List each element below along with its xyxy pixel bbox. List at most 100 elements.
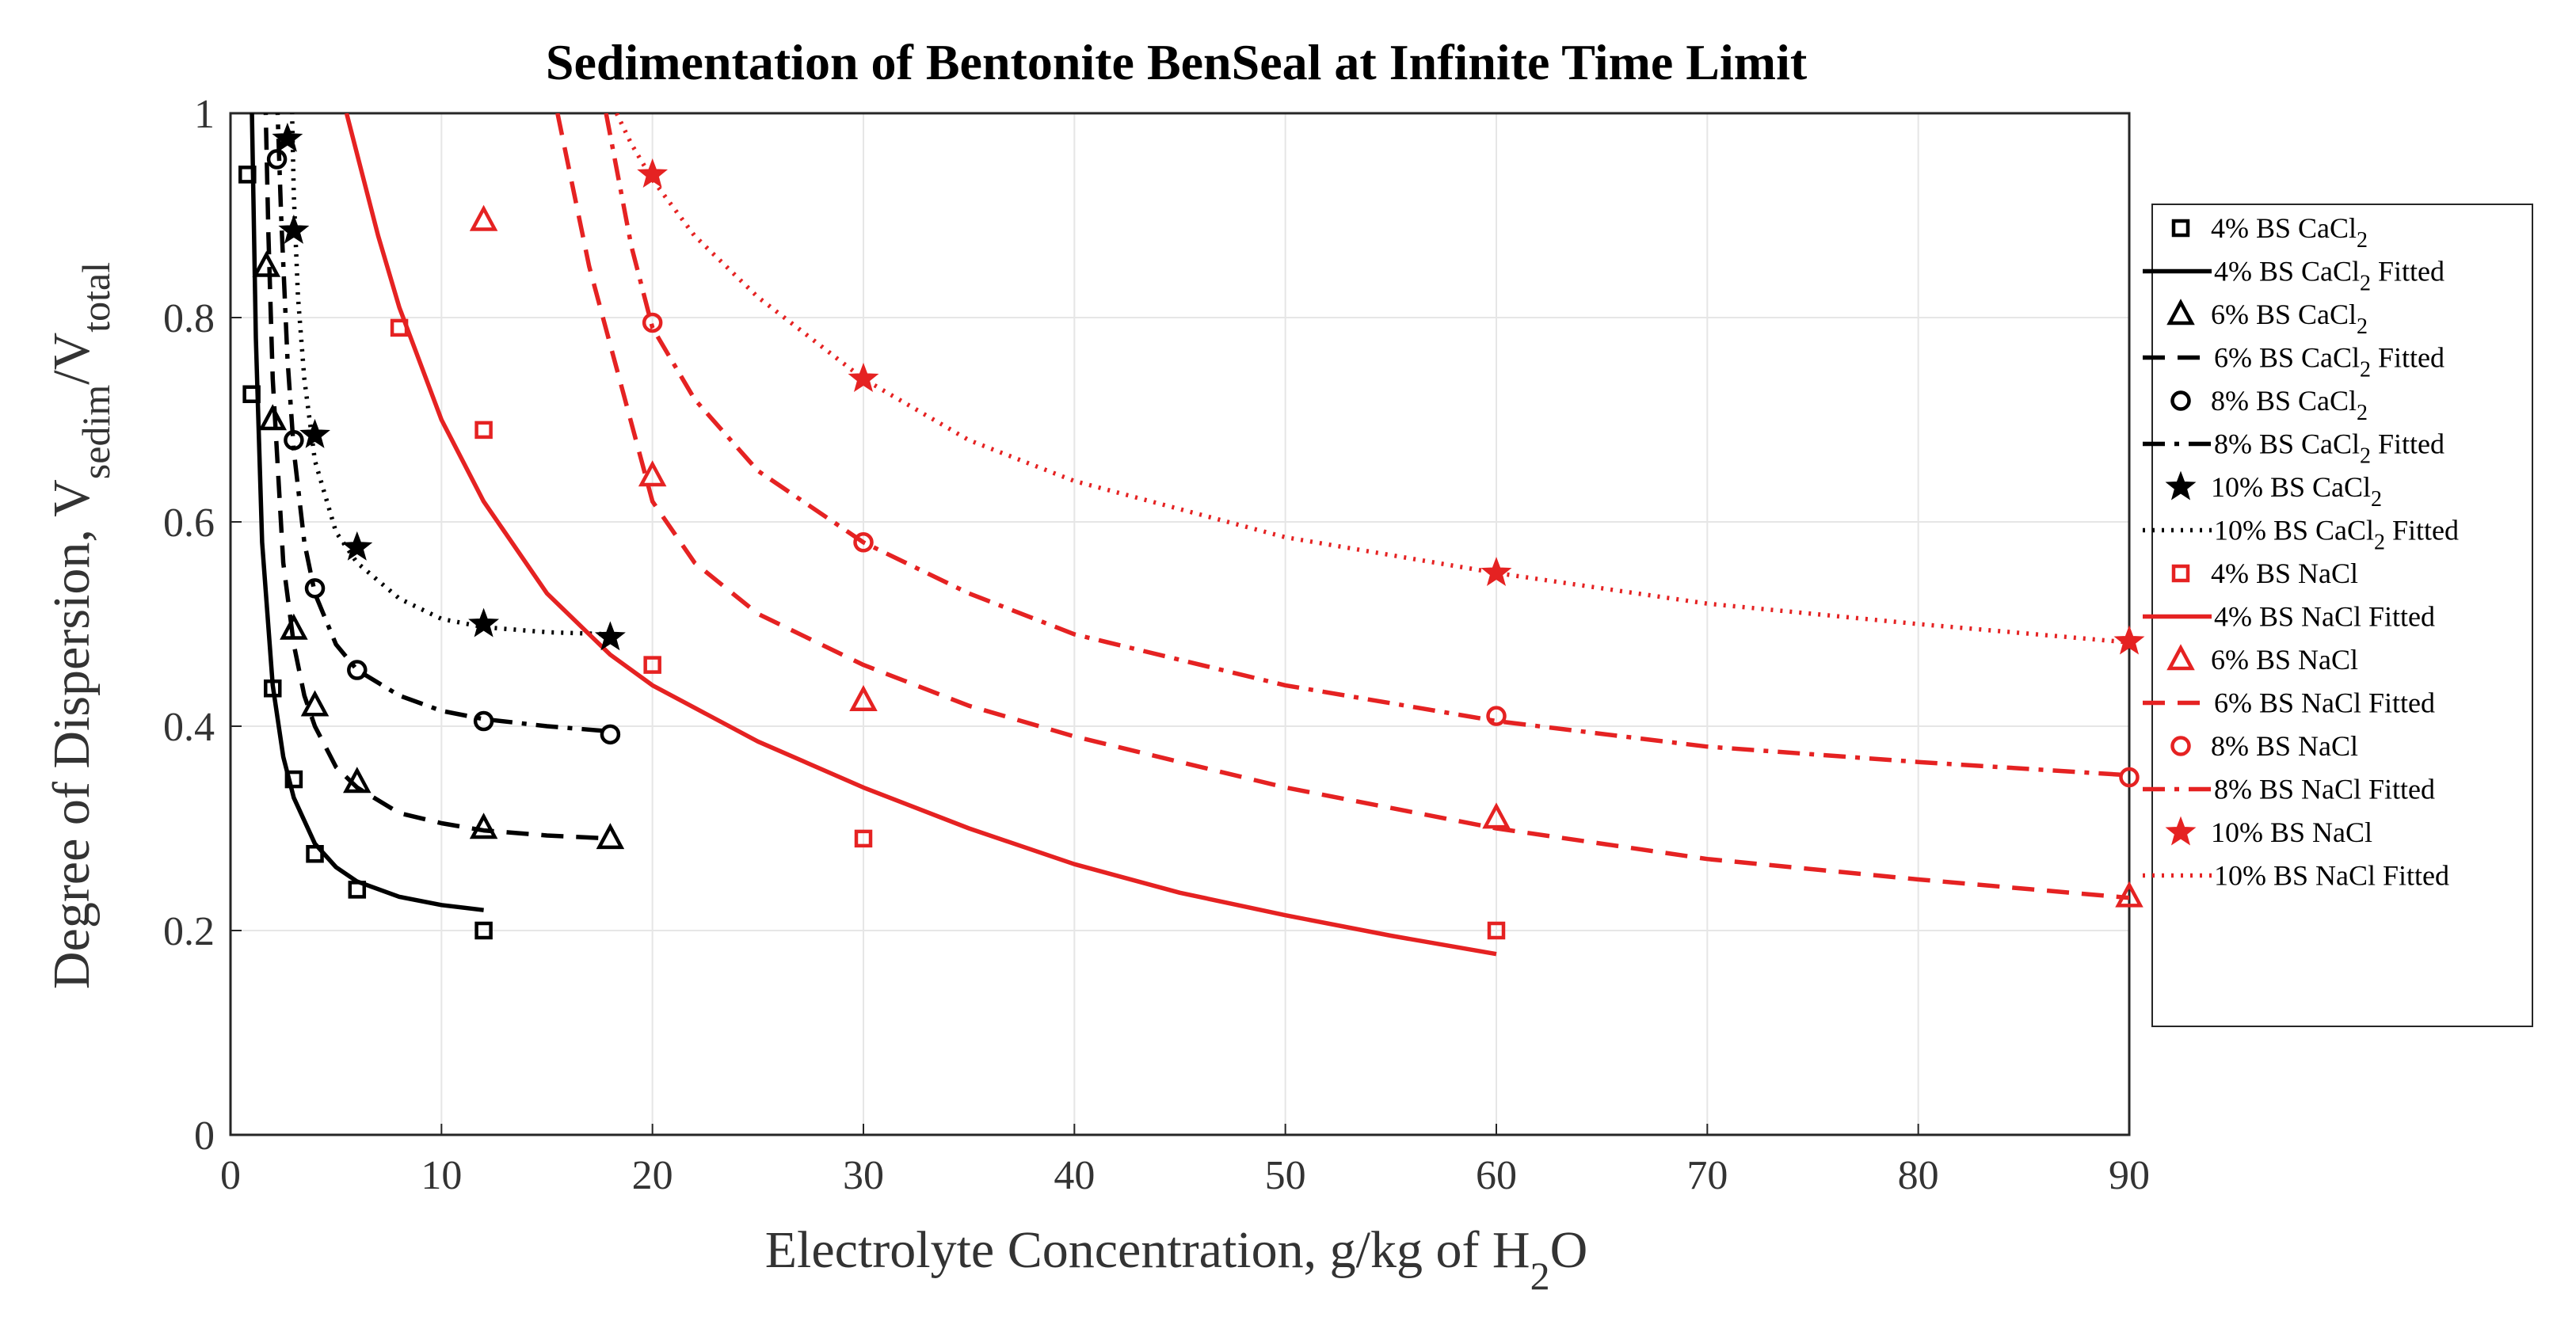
x-tick-label: 40 bbox=[1054, 1153, 1095, 1198]
data-point-series-2 bbox=[284, 430, 304, 451]
legend-label-11: 6% BS NaCl Fitted bbox=[2214, 687, 2435, 719]
data-point-series-5 bbox=[469, 204, 498, 231]
data-point-series-6 bbox=[2119, 767, 2140, 788]
data-point-series-4 bbox=[1487, 921, 1506, 940]
legend-label-sub: 2 bbox=[2357, 401, 2368, 425]
legend-label-text: 8% BS CaCl bbox=[2211, 385, 2357, 417]
legend-label-0: 4% BS CaCl2 bbox=[2211, 212, 2368, 253]
x-tick-label: 70 bbox=[1686, 1153, 1728, 1198]
legend-label-text: 6% BS CaCl bbox=[2211, 299, 2357, 330]
data-point-series-6 bbox=[1486, 706, 1507, 726]
legend-box bbox=[2151, 204, 2533, 1027]
data-point-series-1 bbox=[252, 250, 281, 277]
legend-label-text: 4% BS CaCl bbox=[2214, 256, 2360, 287]
data-point-series-2 bbox=[266, 149, 288, 169]
data-point-series-3 bbox=[299, 418, 330, 448]
data-point-series-2 bbox=[600, 724, 621, 745]
data-point-series-3 bbox=[272, 122, 303, 152]
legend-label-sub: 2 bbox=[2360, 358, 2371, 383]
legend-label-14: 10% BS NaCl bbox=[2211, 816, 2372, 848]
legend-label-suffix: Fitted bbox=[2371, 256, 2445, 287]
data-point-series-5 bbox=[1482, 802, 1511, 829]
legend-label-text: 6% BS CaCl bbox=[2214, 342, 2360, 374]
data-point-series-5 bbox=[638, 460, 667, 487]
data-point-series-3 bbox=[594, 621, 626, 651]
x-tick-label: 60 bbox=[1476, 1153, 1517, 1198]
y-tick-label: 0.4 bbox=[163, 705, 215, 750]
legend-label-text: 8% BS NaCl Fitted bbox=[2214, 774, 2435, 805]
data-point-series-3 bbox=[341, 531, 373, 561]
x-axis-label-sub: 2 bbox=[1530, 1254, 1550, 1298]
y-axis-label-main: Degree of Dispersion, V bbox=[43, 479, 101, 989]
data-point-series-5 bbox=[849, 685, 878, 711]
data-point-series-1 bbox=[280, 613, 308, 640]
data-point-series-3 bbox=[468, 607, 500, 638]
legend-label-text: 10% BS CaCl bbox=[2211, 471, 2371, 503]
data-point-series-7 bbox=[2113, 625, 2145, 655]
legend-label-text: 8% BS NaCl bbox=[2211, 730, 2358, 762]
data-point-series-1 bbox=[258, 404, 288, 431]
y-tick-label: 0 bbox=[194, 1113, 215, 1159]
legend-label-15: 10% BS NaCl Fitted bbox=[2214, 860, 2449, 892]
fit-line-series-5 bbox=[555, 113, 2129, 900]
data-point-series-7 bbox=[1480, 557, 1512, 587]
data-point-series-2 bbox=[347, 660, 368, 680]
data-point-series-4 bbox=[854, 829, 873, 848]
legend-label-sub: 2 bbox=[2374, 531, 2385, 555]
plot-frame bbox=[229, 112, 2131, 1136]
y-tick-label: 0.2 bbox=[163, 909, 215, 954]
x-tick-label: 50 bbox=[1265, 1153, 1306, 1198]
legend-label-suffix: Fitted bbox=[2371, 342, 2445, 374]
legend-label-text: 6% BS NaCl bbox=[2211, 644, 2358, 676]
data-point-series-4 bbox=[474, 421, 493, 440]
y-tick-label: 1 bbox=[194, 92, 215, 137]
data-point-series-0 bbox=[284, 770, 303, 789]
data-point-series-0 bbox=[348, 881, 367, 899]
x-tick-label: 30 bbox=[843, 1153, 884, 1198]
x-tick-label: 20 bbox=[632, 1153, 673, 1198]
data-point-series-6 bbox=[853, 532, 874, 553]
marker-layer bbox=[238, 122, 2145, 940]
data-point-series-2 bbox=[473, 710, 494, 732]
y-tick-label: 0.8 bbox=[163, 296, 215, 341]
legend-label-5: 8% BS CaCl2 Fitted bbox=[2214, 428, 2445, 469]
fit-line-series-4 bbox=[344, 113, 1497, 957]
legend-marker-0 bbox=[2171, 219, 2190, 238]
legend-label-3: 6% BS CaCl2 Fitted bbox=[2214, 342, 2445, 383]
fit-line-series-6 bbox=[604, 113, 2129, 778]
fit-line-series-2 bbox=[275, 113, 611, 734]
legend-label-text: 10% BS NaCl Fitted bbox=[2214, 860, 2449, 892]
legend-label-13: 8% BS NaCl Fitted bbox=[2214, 774, 2435, 805]
data-point-series-0 bbox=[474, 921, 493, 940]
grid bbox=[231, 113, 2129, 1135]
x-tick-label: 80 bbox=[1898, 1153, 1939, 1198]
legend-label-12: 8% BS NaCl bbox=[2211, 730, 2358, 762]
legend-label-10: 6% BS NaCl bbox=[2211, 644, 2358, 676]
data-point-series-1 bbox=[469, 813, 498, 839]
x-tick-label: 90 bbox=[2109, 1153, 2150, 1198]
data-point-series-1 bbox=[343, 767, 372, 794]
legend-label-sub: 2 bbox=[2360, 444, 2371, 469]
data-point-series-0 bbox=[242, 385, 261, 403]
x-axis-label-main: Electrolyte Concentration, g/kg of H bbox=[765, 1221, 1530, 1279]
legend-label-text: 8% BS CaCl bbox=[2214, 428, 2360, 460]
legend-label-2: 6% BS CaCl2 bbox=[2211, 299, 2368, 339]
legend-marker-14 bbox=[2165, 816, 2197, 846]
legend-label-7: 10% BS CaCl2 Fitted bbox=[2214, 515, 2459, 555]
y-axis-label: Degree of Dispersion, Vsedim/Vtotal bbox=[43, 262, 118, 989]
legend-label-sub: 2 bbox=[2360, 272, 2371, 296]
y-axis-label-mid: /V bbox=[43, 333, 101, 385]
legend-marker-12 bbox=[2170, 736, 2191, 756]
data-point-series-4 bbox=[643, 656, 661, 674]
x-tick-label: 10 bbox=[421, 1153, 462, 1198]
legend-marker-10 bbox=[2166, 644, 2195, 671]
y-tick-label: 0.6 bbox=[163, 501, 215, 546]
legend-label-1: 4% BS CaCl2 Fitted bbox=[2214, 256, 2445, 296]
x-tick-label: 0 bbox=[220, 1153, 241, 1198]
y-axis-label-sub1: sedim bbox=[74, 385, 118, 480]
data-point-series-6 bbox=[642, 312, 663, 333]
x-axis-label-tail: O bbox=[1550, 1221, 1588, 1279]
data-point-series-1 bbox=[300, 690, 330, 717]
